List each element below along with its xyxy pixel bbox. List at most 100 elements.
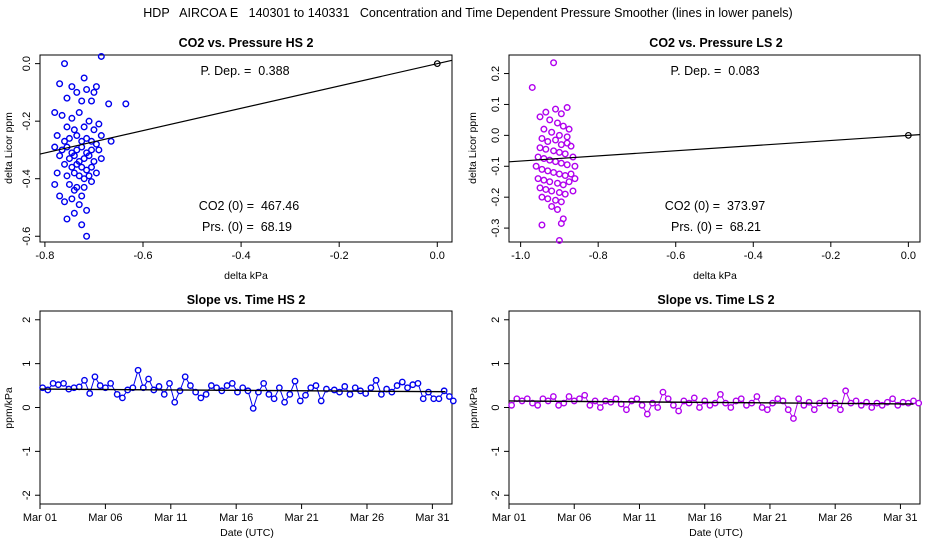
smoother-line	[39, 388, 446, 393]
scatter-point	[555, 236, 563, 244]
x-tick-label: Mar 06	[88, 512, 122, 524]
y-axis-ticks: -2 -1 0 1 2	[490, 317, 509, 500]
x-tick-label: Mar 26	[818, 512, 852, 524]
scatter-point	[75, 172, 83, 180]
scatter-point	[536, 184, 544, 192]
series-point	[60, 379, 67, 387]
series-point	[435, 395, 443, 403]
plot-frame	[508, 54, 921, 243]
scatter-point	[75, 109, 83, 117]
series-point	[166, 379, 173, 387]
x-tick-label: -0.6	[134, 250, 153, 262]
series-point	[202, 390, 210, 398]
series-point	[659, 388, 667, 396]
scatter-point	[80, 175, 88, 183]
scatter-point	[68, 114, 76, 122]
panel-slope-time-ls: Slope vs. Time LS 2 Mar 01 Mar 06 Mar 11 Ma…	[468, 293, 923, 539]
scatter-point	[56, 80, 64, 88]
scatter-point	[534, 153, 542, 161]
series-point	[565, 393, 573, 400]
pressure-dependence-label: P. Dep. = 0.388	[200, 64, 289, 78]
y-tick-label: -0.3	[490, 219, 502, 238]
smoother-line	[508, 400, 914, 405]
pressure-zero-label: Prs. (0) = 68.19	[202, 220, 292, 234]
scatter-point	[70, 186, 78, 194]
y-axis-ticks: -2 -1 0 1 2	[21, 317, 40, 500]
scatter-point	[553, 119, 561, 127]
x-tick-label: -0.8	[589, 250, 608, 262]
scatter-point	[561, 190, 569, 198]
y-tick-label: 0	[490, 404, 502, 410]
series-point	[654, 404, 662, 411]
pressure-dependence-label: P. Dep. = 0.083	[670, 64, 759, 78]
x-tick-label: -0.4	[744, 250, 763, 262]
series-point	[419, 395, 427, 403]
series-point	[675, 407, 683, 415]
scatter-point	[552, 158, 560, 166]
series-point	[107, 379, 115, 387]
pressure-zero-label: Prs. (0) = 68.21	[671, 220, 761, 234]
x-tick-label: Mar 21	[753, 512, 787, 524]
y-tick-label: 0	[21, 404, 33, 410]
series-point	[275, 384, 283, 392]
scatter-point	[68, 83, 76, 91]
scatter-point	[63, 215, 71, 223]
scatter-point	[546, 156, 554, 164]
scatter-point	[546, 178, 554, 186]
co2-zero-label: CO2 (0) = 467.46	[199, 199, 299, 213]
scatter-point	[83, 206, 91, 214]
x-tick-label: -0.4	[232, 250, 251, 262]
series-point	[915, 399, 923, 407]
scatter-point	[553, 179, 561, 187]
series-point	[670, 401, 677, 409]
series-point	[346, 390, 354, 398]
scatter-point	[540, 125, 548, 133]
series-point	[596, 404, 604, 411]
series-point	[784, 406, 792, 414]
scatter-point	[92, 169, 100, 177]
scatter-point	[532, 162, 540, 170]
series-point	[296, 397, 304, 405]
scatter-point	[552, 136, 560, 144]
y-tick-label: -0.2	[490, 188, 502, 207]
scatter-point	[561, 172, 569, 180]
data-points	[51, 52, 130, 240]
series-point	[249, 404, 257, 412]
y-tick-label: -1	[21, 446, 33, 456]
scatter-point	[58, 111, 66, 119]
y-tick-label: -0.2	[21, 112, 33, 131]
scatter-point	[563, 133, 571, 141]
y-axis-ticks: -0.6 -0.4 -0.2 0.0	[21, 56, 40, 246]
co2-zero-label: CO2 (0) = 373.97	[665, 199, 765, 213]
scatter-point	[555, 131, 563, 139]
y-tick-label: -0.1	[490, 157, 502, 176]
scatter-point	[53, 169, 61, 177]
reference-point	[904, 131, 912, 139]
y-tick-label: 0.0	[21, 56, 33, 71]
scatter-point	[552, 196, 560, 204]
x-tick-label: -0.8	[35, 250, 54, 262]
series-point	[842, 387, 850, 395]
scatter-point	[73, 160, 81, 168]
x-tick-label: Mar 06	[557, 512, 591, 524]
y-axis-label: ppm/kPa	[3, 387, 15, 429]
scatter-point	[83, 134, 91, 142]
series-point	[737, 395, 745, 403]
series-point	[753, 393, 761, 400]
series-point	[312, 382, 320, 389]
scatter-point	[536, 113, 544, 121]
scatter-point	[85, 152, 93, 160]
series-point	[171, 398, 179, 406]
scatter-point	[61, 60, 69, 68]
scatter-point	[83, 86, 91, 94]
scatter-point	[87, 178, 95, 186]
x-tick-label: Mar 11	[154, 512, 187, 524]
series-point	[239, 384, 247, 392]
scatter-point	[561, 150, 569, 158]
series-point	[351, 384, 359, 392]
scatter-point	[555, 189, 563, 197]
y-tick-label: 0.1	[490, 97, 502, 112]
scatter-point	[97, 52, 105, 60]
x-axis-label: delta kPa	[693, 270, 737, 282]
x-tick-label: -0.2	[330, 250, 349, 262]
